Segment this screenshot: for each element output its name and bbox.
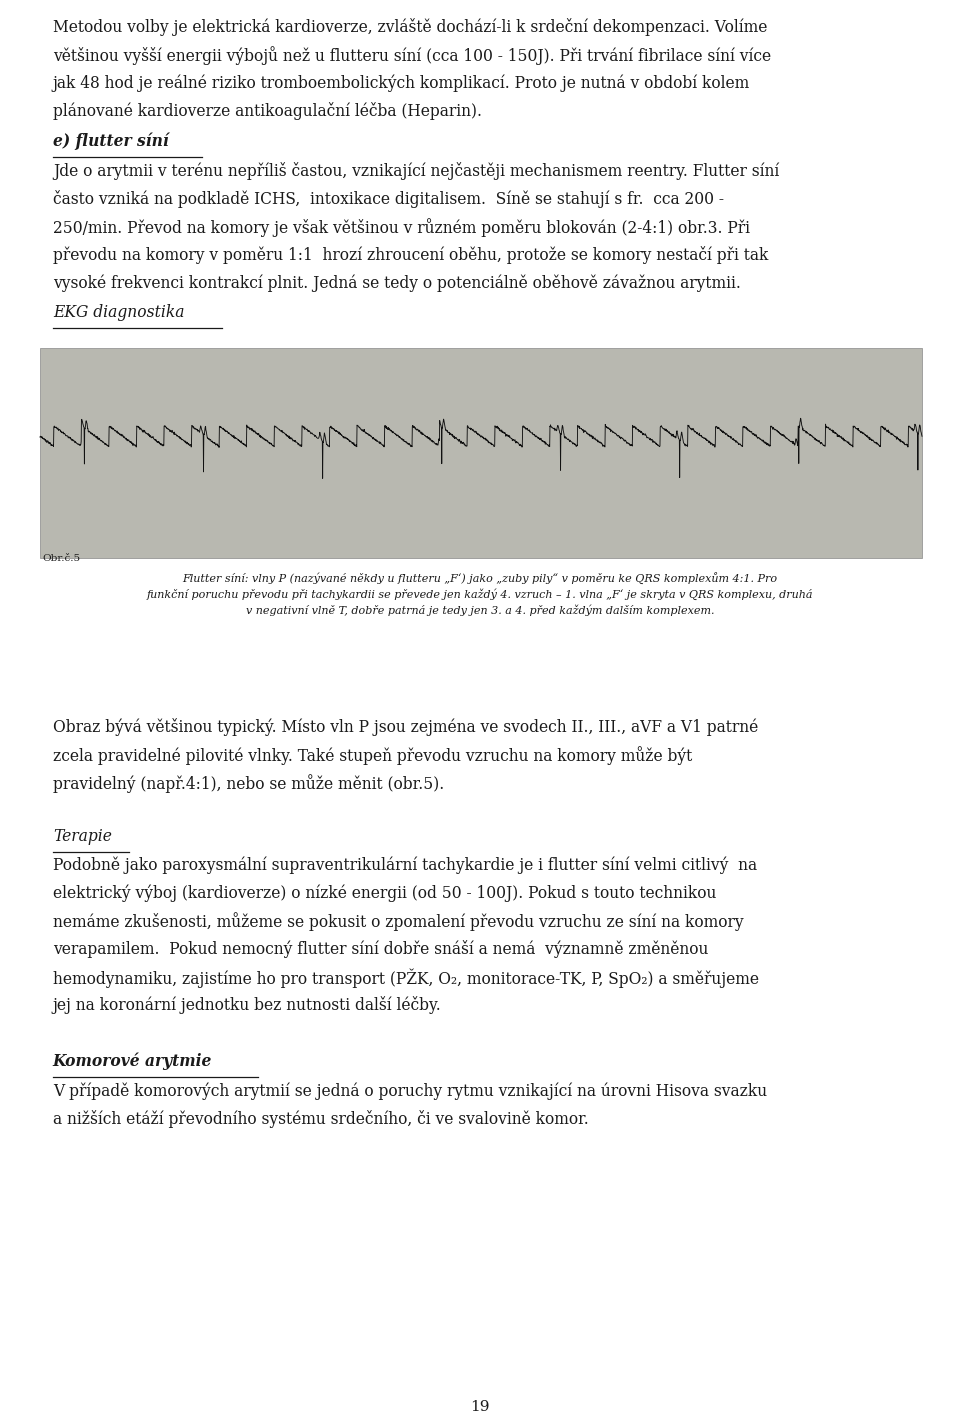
- Text: 250/min. Převod na komory je však většinou v různém poměru blokován (2-4:1) obr.: 250/min. Převod na komory je však většin…: [53, 218, 750, 237]
- Text: Obraz bývá většinou typický. Místo vln P jsou zejména ve svodech II., III., aVF : Obraz bývá většinou typický. Místo vln P…: [53, 718, 758, 735]
- Text: plánované kardioverze antikoagulační léčba (Heparin).: plánované kardioverze antikoagulační léč…: [53, 101, 482, 120]
- Text: Podobně jako paroxysmální supraventrikulární tachykardie je i flutter síní velmi: Podobně jako paroxysmální supraventrikul…: [53, 855, 756, 874]
- Bar: [40, 348, 922, 558]
- Text: často vzniká na podkladě ICHS,  intoxikace digitalisem.  Síně se stahují s fr.  : často vzniká na podkladě ICHS, intoxikac…: [53, 190, 724, 208]
- Text: V případě komorových arytmií se jedná o poruchy rytmu vznikající na úrovni Hisov: V případě komorových arytmií se jedná o …: [53, 1082, 767, 1100]
- Text: 19: 19: [470, 1399, 490, 1414]
- Text: Komorové arytmie: Komorové arytmie: [53, 1052, 212, 1070]
- Text: elektrický výboj (kardioverze) o nízké energii (od 50 - 100J). Pokud s touto tec: elektrický výboj (kardioverze) o nízké e…: [53, 884, 716, 901]
- Text: Obr.č.5: Obr.č.5: [42, 554, 80, 563]
- Text: e) flutter síní: e) flutter síní: [53, 131, 169, 150]
- Text: v negativní vlně T, dobře patrná je tedy jen 3. a 4. před každým dalším komplexe: v negativní vlně T, dobře patrná je tedy…: [246, 604, 714, 615]
- Text: většinou vyšší energii výbojů než u flutteru síní (cca 100 - 150J). Při trvání f: většinou vyšší energii výbojů než u flut…: [53, 46, 771, 64]
- Text: hemodynamiku, zajistíme ho pro transport (PŽK, O₂, monitorace-TK, P, SpO₂) a smě: hemodynamiku, zajistíme ho pro transport…: [53, 968, 758, 988]
- Text: Jde o arytmii v terénu nepříliš častou, vznikající nejčastěji mechanismem reentr: Jde o arytmii v terénu nepříliš častou, …: [53, 161, 780, 180]
- Text: nemáme zkušenosti, můžeme se pokusit o zpomalení převodu vzruchu ze síní na komo: nemáme zkušenosti, můžeme se pokusit o z…: [53, 912, 743, 931]
- Text: Flutter síní: vlny P (nazývané někdy u flutteru „F‘) jako „zuby pily“ v poměru k: Flutter síní: vlny P (nazývané někdy u f…: [182, 573, 778, 584]
- Text: zcela pravidelné pilovité vlnky. Také stupeň převodu vzruchu na komory může být: zcela pravidelné pilovité vlnky. Také st…: [53, 745, 692, 765]
- Text: Metodou volby je elektrická kardioverze, zvláště dochází-li k srdeční dekompenza: Metodou volby je elektrická kardioverze,…: [53, 19, 767, 36]
- Text: vysoké frekvenci kontrakcí plnit. Jedná se tedy o potenciálně oběhově závažnou a: vysoké frekvenci kontrakcí plnit. Jedná …: [53, 274, 741, 291]
- Text: verapamilem.  Pokud nemocný flutter síní dobře snáší a nemá  významně změněnou: verapamilem. Pokud nemocný flutter síní …: [53, 940, 708, 958]
- Text: EKG diagnostika: EKG diagnostika: [53, 304, 184, 321]
- Text: jak 48 hod je reálné riziko tromboembolických komplikací. Proto je nutná v obdob: jak 48 hod je reálné riziko tromboemboli…: [53, 74, 750, 91]
- Text: Terapie: Terapie: [53, 828, 111, 845]
- Text: jej na koronární jednotku bez nutnosti další léčby.: jej na koronární jednotku bez nutnosti d…: [53, 995, 442, 1014]
- Text: převodu na komory v poměru 1:1  hrozí zhroucení oběhu, protože se komory nestačí: převodu na komory v poměru 1:1 hrozí zhr…: [53, 246, 768, 264]
- Text: pravidelný (např.4:1), nebo se může měnit (obr.5).: pravidelný (např.4:1), nebo se může měni…: [53, 774, 444, 793]
- Text: funkční poruchu převodu při tachykardii se převede jen každý 4. vzruch – 1. vlna: funkční poruchu převodu při tachykardii …: [147, 588, 813, 600]
- Text: a nižších etáží převodního systému srdečního, či ve svalovině komor.: a nižších etáží převodního systému srdeč…: [53, 1110, 588, 1128]
